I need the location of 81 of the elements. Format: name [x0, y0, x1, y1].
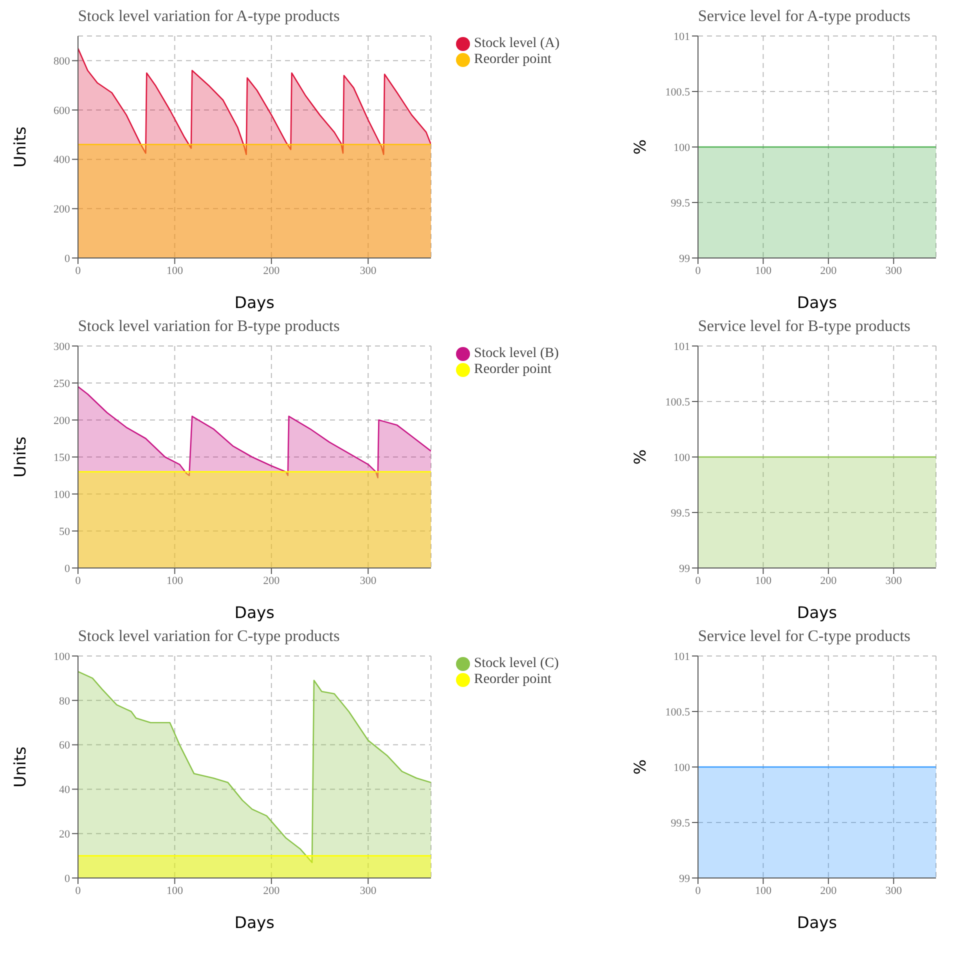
x-tick-label: 300	[885, 264, 902, 277]
y-tick-label: 101	[674, 650, 690, 663]
chart-title: Service level for B-type products	[698, 318, 912, 337]
y-tick-label: 99.5	[670, 507, 690, 520]
y-tick-label: 100	[674, 452, 690, 464]
x-tick-label: 300	[360, 574, 377, 587]
x-tick-label: 100	[754, 884, 772, 897]
y-tick-label: 200	[54, 204, 70, 216]
x-tick-label: 200	[820, 884, 838, 897]
y-tick-label: 101	[674, 340, 690, 353]
x-tick-label: 300	[360, 884, 377, 897]
x-tick-label: 200	[820, 264, 838, 277]
x-axis-title: Days	[234, 293, 274, 312]
y-tick-label: 100.5	[665, 86, 690, 98]
x-tick-label: 200	[263, 574, 280, 587]
x-tick-label: 100	[166, 884, 184, 897]
x-tick-label: 100	[754, 264, 772, 277]
y-tick-label: 100	[674, 142, 690, 154]
y-axis-title: %	[630, 759, 650, 775]
y-tick-label: 150	[54, 452, 70, 464]
x-tick-label: 0	[695, 884, 702, 897]
legend-label: Stock level (A)	[474, 36, 560, 51]
legend-label: Reorder point	[474, 52, 552, 67]
y-tick-label: 99.5	[670, 817, 690, 830]
legend-label: Reorder point	[474, 672, 552, 687]
y-axis-title: Units	[10, 126, 30, 168]
x-tick-label: 0	[75, 884, 82, 897]
x-tick-label: 0	[695, 264, 702, 277]
y-tick-label: 600	[54, 104, 70, 117]
y-tick-label: 20	[59, 828, 70, 841]
x-tick-label: 0	[75, 574, 82, 587]
x-tick-label: 0	[695, 574, 702, 587]
legend-label: Stock level (B)	[474, 346, 559, 361]
x-axis-title: Days	[797, 913, 837, 932]
y-tick-label: 300	[54, 340, 70, 353]
y-axis-title: Units	[10, 436, 30, 478]
legend-label: Stock level (C)	[474, 656, 559, 671]
y-tick-label: 800	[54, 56, 70, 68]
y-tick-label: 99	[679, 252, 690, 265]
y-axis-title: Units	[10, 746, 30, 788]
x-axis-title: Days	[234, 913, 274, 932]
y-tick-label: 100	[54, 488, 70, 501]
y-tick-label: 99	[679, 562, 690, 575]
y-tick-label: 100	[674, 762, 690, 774]
x-axis-title: Days	[797, 603, 837, 622]
y-tick-label: 200	[54, 414, 70, 427]
x-tick-label: 200	[820, 574, 838, 587]
y-tick-label: 400	[54, 154, 70, 166]
chart-title: Stock level variation for A-type products	[78, 8, 341, 27]
y-axis-title: %	[630, 139, 650, 155]
chart-title: Service level for C-type products	[698, 628, 912, 647]
legend-label: Reorder point	[474, 362, 552, 377]
y-tick-label: 40	[59, 784, 70, 796]
y-tick-label: 250	[54, 378, 70, 390]
x-tick-label: 200	[263, 264, 280, 277]
y-axis-title: %	[630, 449, 650, 465]
y-tick-label: 99	[679, 872, 690, 885]
y-tick-label: 0	[64, 872, 70, 885]
y-tick-label: 0	[64, 562, 70, 575]
y-tick-label: 0	[64, 252, 70, 265]
y-tick-label: 101	[674, 30, 690, 43]
chart-title: Service level for A-type products	[698, 8, 912, 27]
x-tick-label: 300	[360, 264, 377, 277]
x-axis-title: Days	[234, 603, 274, 622]
x-tick-label: 100	[754, 574, 772, 587]
y-tick-label: 100	[54, 650, 70, 663]
x-tick-label: 100	[166, 574, 184, 587]
x-tick-label: 100	[166, 264, 184, 277]
chart-title: Stock level variation for B-type products	[78, 318, 341, 337]
y-tick-label: 100.5	[665, 396, 690, 408]
y-tick-label: 99.5	[670, 197, 690, 210]
y-tick-label: 50	[59, 526, 70, 538]
chart-title: Stock level variation for C-type products	[78, 628, 341, 647]
x-tick-label: 0	[75, 264, 82, 277]
y-tick-label: 100.5	[665, 706, 690, 718]
x-tick-label: 300	[885, 574, 902, 587]
y-tick-label: 60	[59, 740, 70, 752]
x-tick-label: 200	[263, 884, 280, 897]
x-tick-label: 300	[885, 884, 902, 897]
y-tick-label: 80	[59, 695, 70, 708]
x-axis-title: Days	[797, 293, 837, 312]
